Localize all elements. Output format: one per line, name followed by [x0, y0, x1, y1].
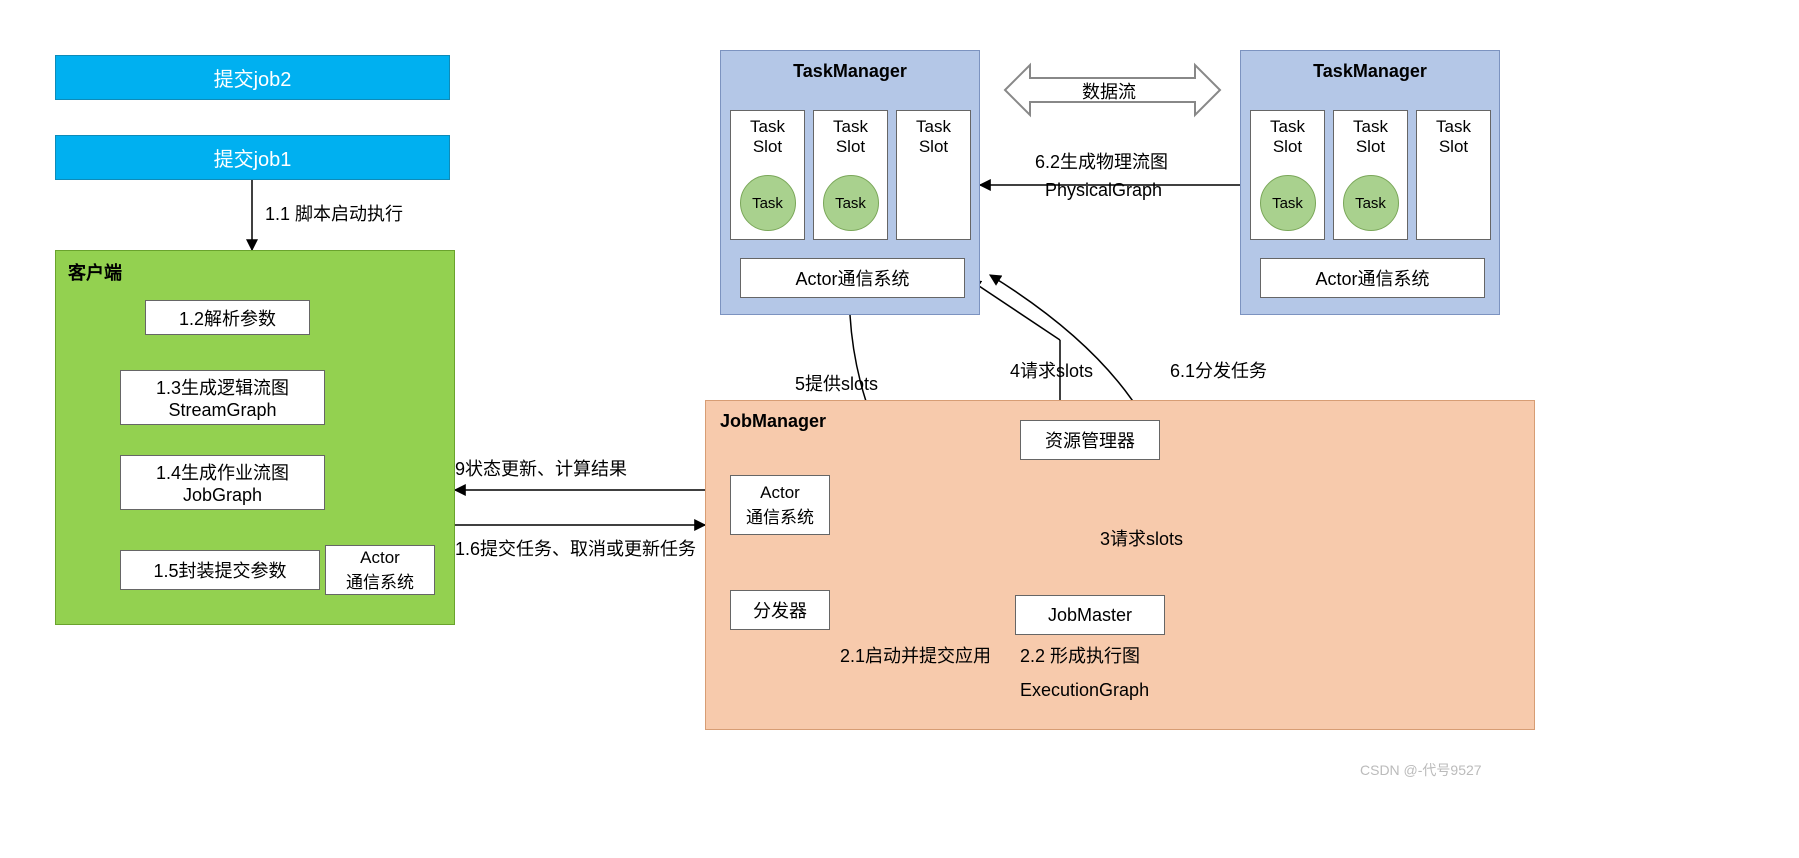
tm1-slot-0-task: Task	[740, 175, 796, 231]
tm2-slot-1-task: Task	[1343, 175, 1399, 231]
submit-job2: 提交job2	[55, 55, 450, 100]
step-1-4-label: 1.4生成作业流图 JobGraph	[156, 459, 289, 506]
tm2-slot-2: Task Slot	[1416, 110, 1491, 240]
tm1-actor-label: Actor通信系统	[795, 265, 909, 291]
step-1-5-label: 1.5封装提交参数	[153, 557, 286, 583]
label-1-1: 1.1 脚本启动执行	[265, 200, 403, 226]
tm2-title: TaskManager	[1313, 61, 1427, 82]
step-1-3-label: 1.3生成逻辑流图 StreamGraph	[156, 374, 289, 421]
label-2-2b: ExecutionGraph	[1020, 680, 1149, 701]
tm1-slot-2-label: Task Slot	[916, 117, 951, 157]
tm2-slot-0-task: Task	[1260, 175, 1316, 231]
tm2-slot-0: Task Slot Task	[1250, 110, 1325, 240]
label-5: 5提供slots	[795, 370, 878, 396]
tm2-slot-1-label: Task Slot	[1353, 117, 1388, 157]
jobmanager-title: JobManager	[720, 411, 826, 432]
watermark: CSDN @-代号9527	[1360, 760, 1482, 780]
jm-jobmaster: JobMaster	[1015, 595, 1165, 635]
submit-job1: 提交job1	[55, 135, 450, 180]
tm1-slot-2: Task Slot	[896, 110, 971, 240]
tm1-actor: Actor通信系统	[740, 258, 965, 298]
tm2-slot-1: Task Slot Task	[1333, 110, 1408, 240]
label-6-2a: 6.2生成物理流图	[1035, 148, 1168, 174]
tm2-slot-0-label: Task Slot	[1270, 117, 1305, 157]
jm-dispatcher-label: 分发器	[753, 597, 807, 623]
dataflow-label: 数据流	[1082, 78, 1136, 104]
tm1-slot-1: Task Slot Task	[813, 110, 888, 240]
tm2-actor: Actor通信系统	[1260, 258, 1485, 298]
label-9: 9状态更新、计算结果	[455, 455, 627, 481]
label-6-2b: PhysicalGraph	[1045, 180, 1162, 201]
client-title: 客户端	[68, 259, 122, 285]
label-2-2a: 2.2 形成执行图	[1020, 642, 1140, 668]
step-1-5: 1.5封装提交参数	[120, 550, 320, 590]
submit-job2-label: 提交job2	[214, 63, 292, 92]
label-4: 4请求slots	[1010, 357, 1093, 383]
tm1-slot-1-task: Task	[823, 175, 879, 231]
label-2-1: 2.1启动并提交应用	[840, 642, 991, 668]
step-1-2: 1.2解析参数	[145, 300, 310, 335]
label-6-1: 6.1分发任务	[1170, 357, 1267, 383]
jm-resmgr-label: 资源管理器	[1045, 427, 1135, 453]
jm-actor-label: Actor 通信系统	[746, 483, 814, 528]
label-3: 3请求slots	[1100, 525, 1183, 551]
jm-dispatcher: 分发器	[730, 590, 830, 630]
jm-actor: Actor 通信系统	[730, 475, 830, 535]
tm1-title: TaskManager	[793, 61, 907, 82]
tm2-slot-2-label: Task Slot	[1436, 117, 1471, 157]
step-1-3: 1.3生成逻辑流图 StreamGraph	[120, 370, 325, 425]
label-1-6: 1.6提交任务、取消或更新任务	[455, 535, 696, 561]
tm1-slot-0-label: Task Slot	[750, 117, 785, 157]
client-actor-label: Actor 通信系统	[346, 548, 414, 593]
step-1-2-label: 1.2解析参数	[179, 305, 276, 331]
tm1-slot-1-label: Task Slot	[833, 117, 868, 157]
submit-job1-label: 提交job1	[214, 143, 292, 172]
step-1-4: 1.4生成作业流图 JobGraph	[120, 455, 325, 510]
tm1-slot-0: Task Slot Task	[730, 110, 805, 240]
client-actor: Actor 通信系统	[325, 545, 435, 595]
jm-jobmaster-label: JobMaster	[1048, 605, 1132, 626]
jm-resmgr: 资源管理器	[1020, 420, 1160, 460]
tm2-actor-label: Actor通信系统	[1315, 265, 1429, 291]
